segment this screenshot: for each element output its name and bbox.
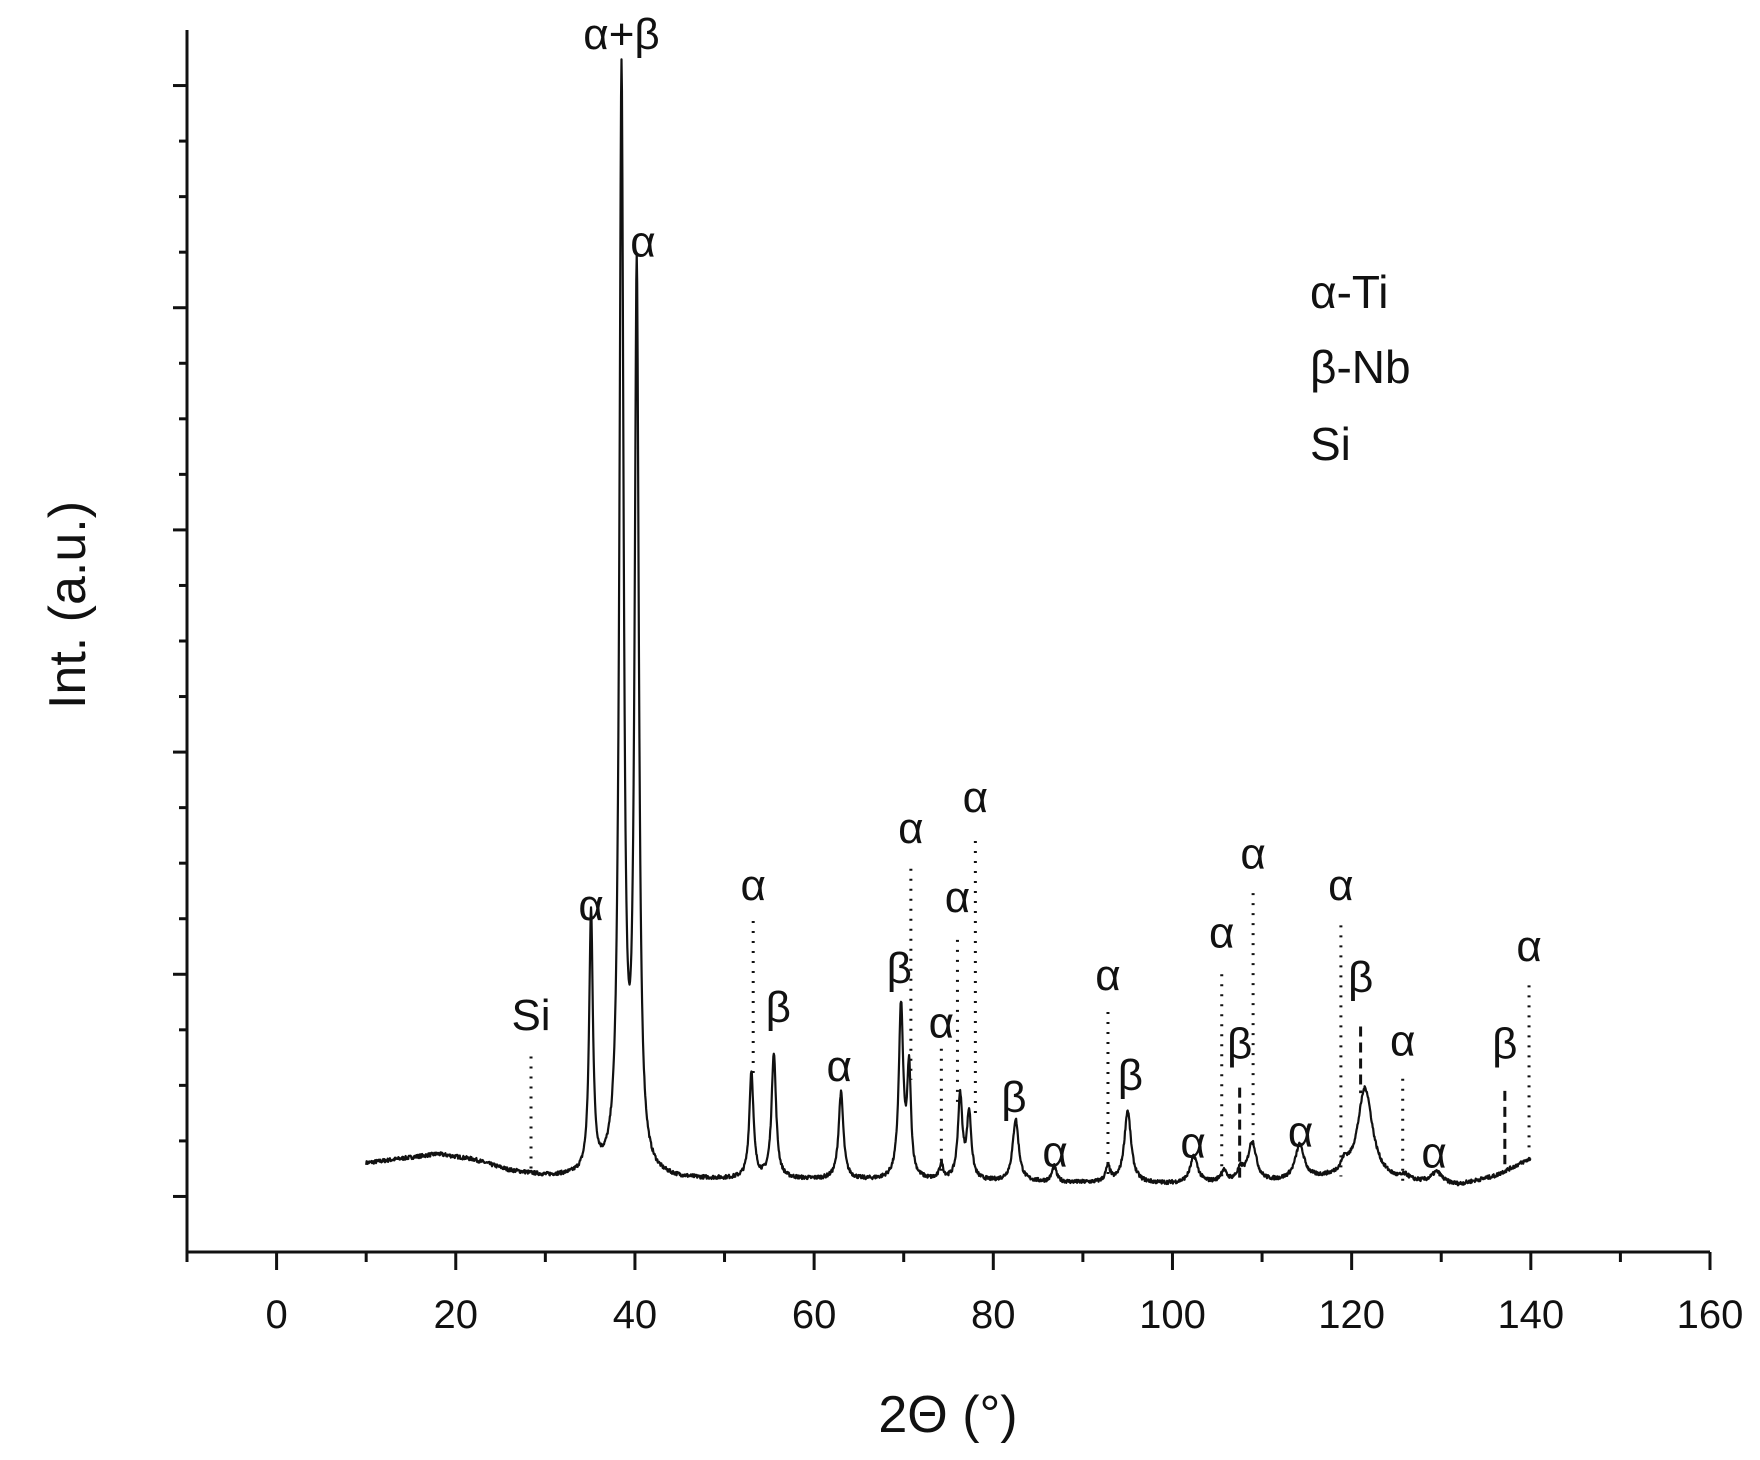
x-tick-label: 80 — [971, 1293, 1016, 1337]
peak-label: α — [963, 773, 988, 822]
peak-marker-lines — [529, 840, 1531, 1186]
legend-entry-si: Si — [1310, 418, 1351, 470]
peak-label: α — [1240, 830, 1265, 879]
y-axis-title: Int. (a.u.) — [39, 501, 97, 709]
peak-label: α — [1042, 1127, 1067, 1176]
legend-entry-beta-nb: β-Nb — [1310, 341, 1411, 393]
peak-label: α — [898, 804, 923, 853]
peak-label: β — [766, 983, 791, 1032]
peak-label: α — [1328, 861, 1353, 910]
y-axis-ticks — [173, 84, 187, 1198]
peak-label: α+β — [583, 10, 659, 59]
diffraction-trace — [365, 58, 1532, 1187]
legend-entry-alpha-ti: α-Ti — [1310, 266, 1389, 318]
peak-label: α — [826, 1042, 851, 1091]
peak-label: α — [740, 861, 765, 910]
peak-label: β — [1227, 1020, 1252, 1069]
legend: α-Ti β-Nb Si — [1310, 266, 1411, 470]
peak-label: α — [1516, 922, 1541, 971]
x-tick-label: 40 — [613, 1293, 658, 1337]
peak-label: α — [929, 999, 954, 1048]
x-axis-title: 2Θ (°) — [878, 1386, 1017, 1444]
peak-label: β — [1492, 1020, 1517, 1069]
peak-label: α — [1421, 1129, 1446, 1178]
x-tick-label: 20 — [434, 1293, 479, 1337]
peak-label: α — [1095, 951, 1120, 1000]
peak-label: α — [1209, 909, 1234, 958]
peak-label: α — [630, 218, 655, 267]
x-tick-label: 140 — [1497, 1293, 1564, 1337]
x-tick-label: 120 — [1318, 1293, 1385, 1337]
x-tick-label: 60 — [792, 1293, 837, 1337]
x-axis-tick-labels: 0 20 40 60 80 100 120 140 160 — [265, 1293, 1743, 1337]
x-tick-label: 0 — [265, 1293, 287, 1337]
peak-label: α — [945, 873, 970, 922]
peak-label: Si — [511, 991, 550, 1040]
peak-label: β — [1001, 1073, 1026, 1122]
x-axis-ticks — [185, 1252, 1712, 1270]
x-tick-label: 100 — [1139, 1293, 1206, 1337]
peak-label: α — [578, 881, 603, 930]
peak-label: α — [1288, 1107, 1313, 1156]
peak-label: α — [1390, 1016, 1415, 1065]
x-tick-label: 160 — [1677, 1293, 1744, 1337]
plot-frame — [185, 30, 1710, 1254]
peak-label: α — [1180, 1119, 1205, 1168]
peak-label: β — [1118, 1051, 1143, 1100]
peak-label: β — [1348, 953, 1373, 1002]
peak-label: β — [887, 944, 912, 993]
